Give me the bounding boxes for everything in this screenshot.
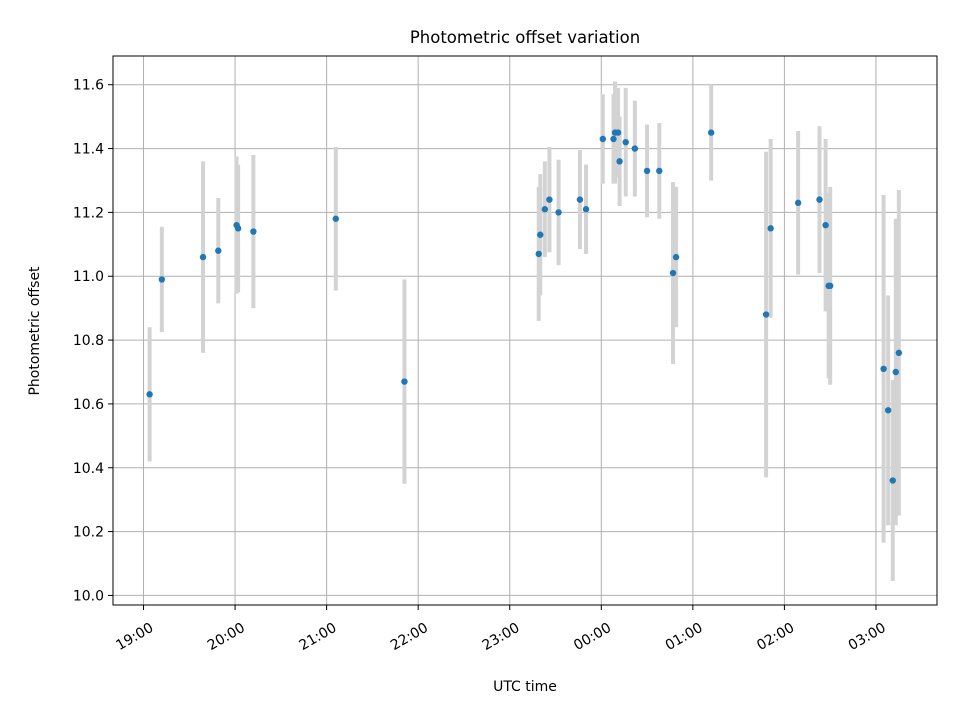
- data-point: [576, 196, 584, 203]
- y-axis-label: Photometric offset: [27, 266, 43, 396]
- data-point: [656, 167, 663, 175]
- data-point: [762, 311, 770, 318]
- y-axis: 10.0 10.2 10.4 10.6 10.8 11.0 11.2 11.4 11.6: [73, 78, 113, 604]
- data-point: [535, 250, 542, 258]
- data-point: [158, 276, 166, 283]
- y-tick-label: 10.4: [73, 461, 104, 477]
- data-point: [234, 225, 242, 232]
- data-point: [610, 135, 617, 143]
- data-point: [672, 253, 680, 261]
- data-point: [546, 196, 553, 203]
- data-point: [599, 135, 607, 143]
- chart-title: Photometric offset variation: [410, 28, 640, 47]
- data-point: [614, 129, 622, 136]
- data-point: [826, 282, 834, 290]
- data-point: [250, 228, 257, 235]
- y-tick-label: 11.6: [73, 78, 104, 94]
- data-point: [401, 378, 408, 385]
- data-point: [822, 221, 829, 229]
- data-point: [541, 206, 549, 213]
- data-point: [555, 209, 562, 216]
- data-point: [794, 199, 802, 207]
- data-point: [767, 225, 774, 232]
- data-point: [669, 269, 677, 277]
- y-tick-label: 10.2: [73, 525, 104, 541]
- data-point: [816, 196, 823, 203]
- data-point: [889, 477, 896, 484]
- data-point: [332, 215, 339, 222]
- x-axis-label: UTC time: [493, 679, 557, 695]
- data-point: [884, 407, 892, 414]
- data-points: [146, 129, 903, 484]
- data-point: [616, 158, 623, 165]
- plot-frame: [112, 55, 938, 606]
- data-point: [537, 231, 544, 238]
- data-point: [582, 206, 590, 213]
- y-tick-label: 11.2: [73, 205, 104, 221]
- data-point: [643, 167, 651, 175]
- grid: [113, 56, 937, 605]
- y-tick-label: 10.6: [73, 397, 104, 413]
- data-point: [707, 129, 715, 136]
- data-point: [199, 253, 207, 261]
- y-tick-label: 11.0: [73, 269, 104, 285]
- data-point: [880, 365, 887, 373]
- data-point: [631, 145, 639, 152]
- y-tick-label: 11.4: [73, 142, 104, 158]
- data-point: [892, 368, 899, 376]
- data-point: [146, 391, 153, 398]
- data-point: [622, 138, 629, 146]
- data-point: [895, 349, 903, 357]
- y-tick-label: 10.8: [73, 333, 104, 349]
- data-point: [215, 247, 222, 254]
- y-tick-label: 10.0: [73, 588, 104, 604]
